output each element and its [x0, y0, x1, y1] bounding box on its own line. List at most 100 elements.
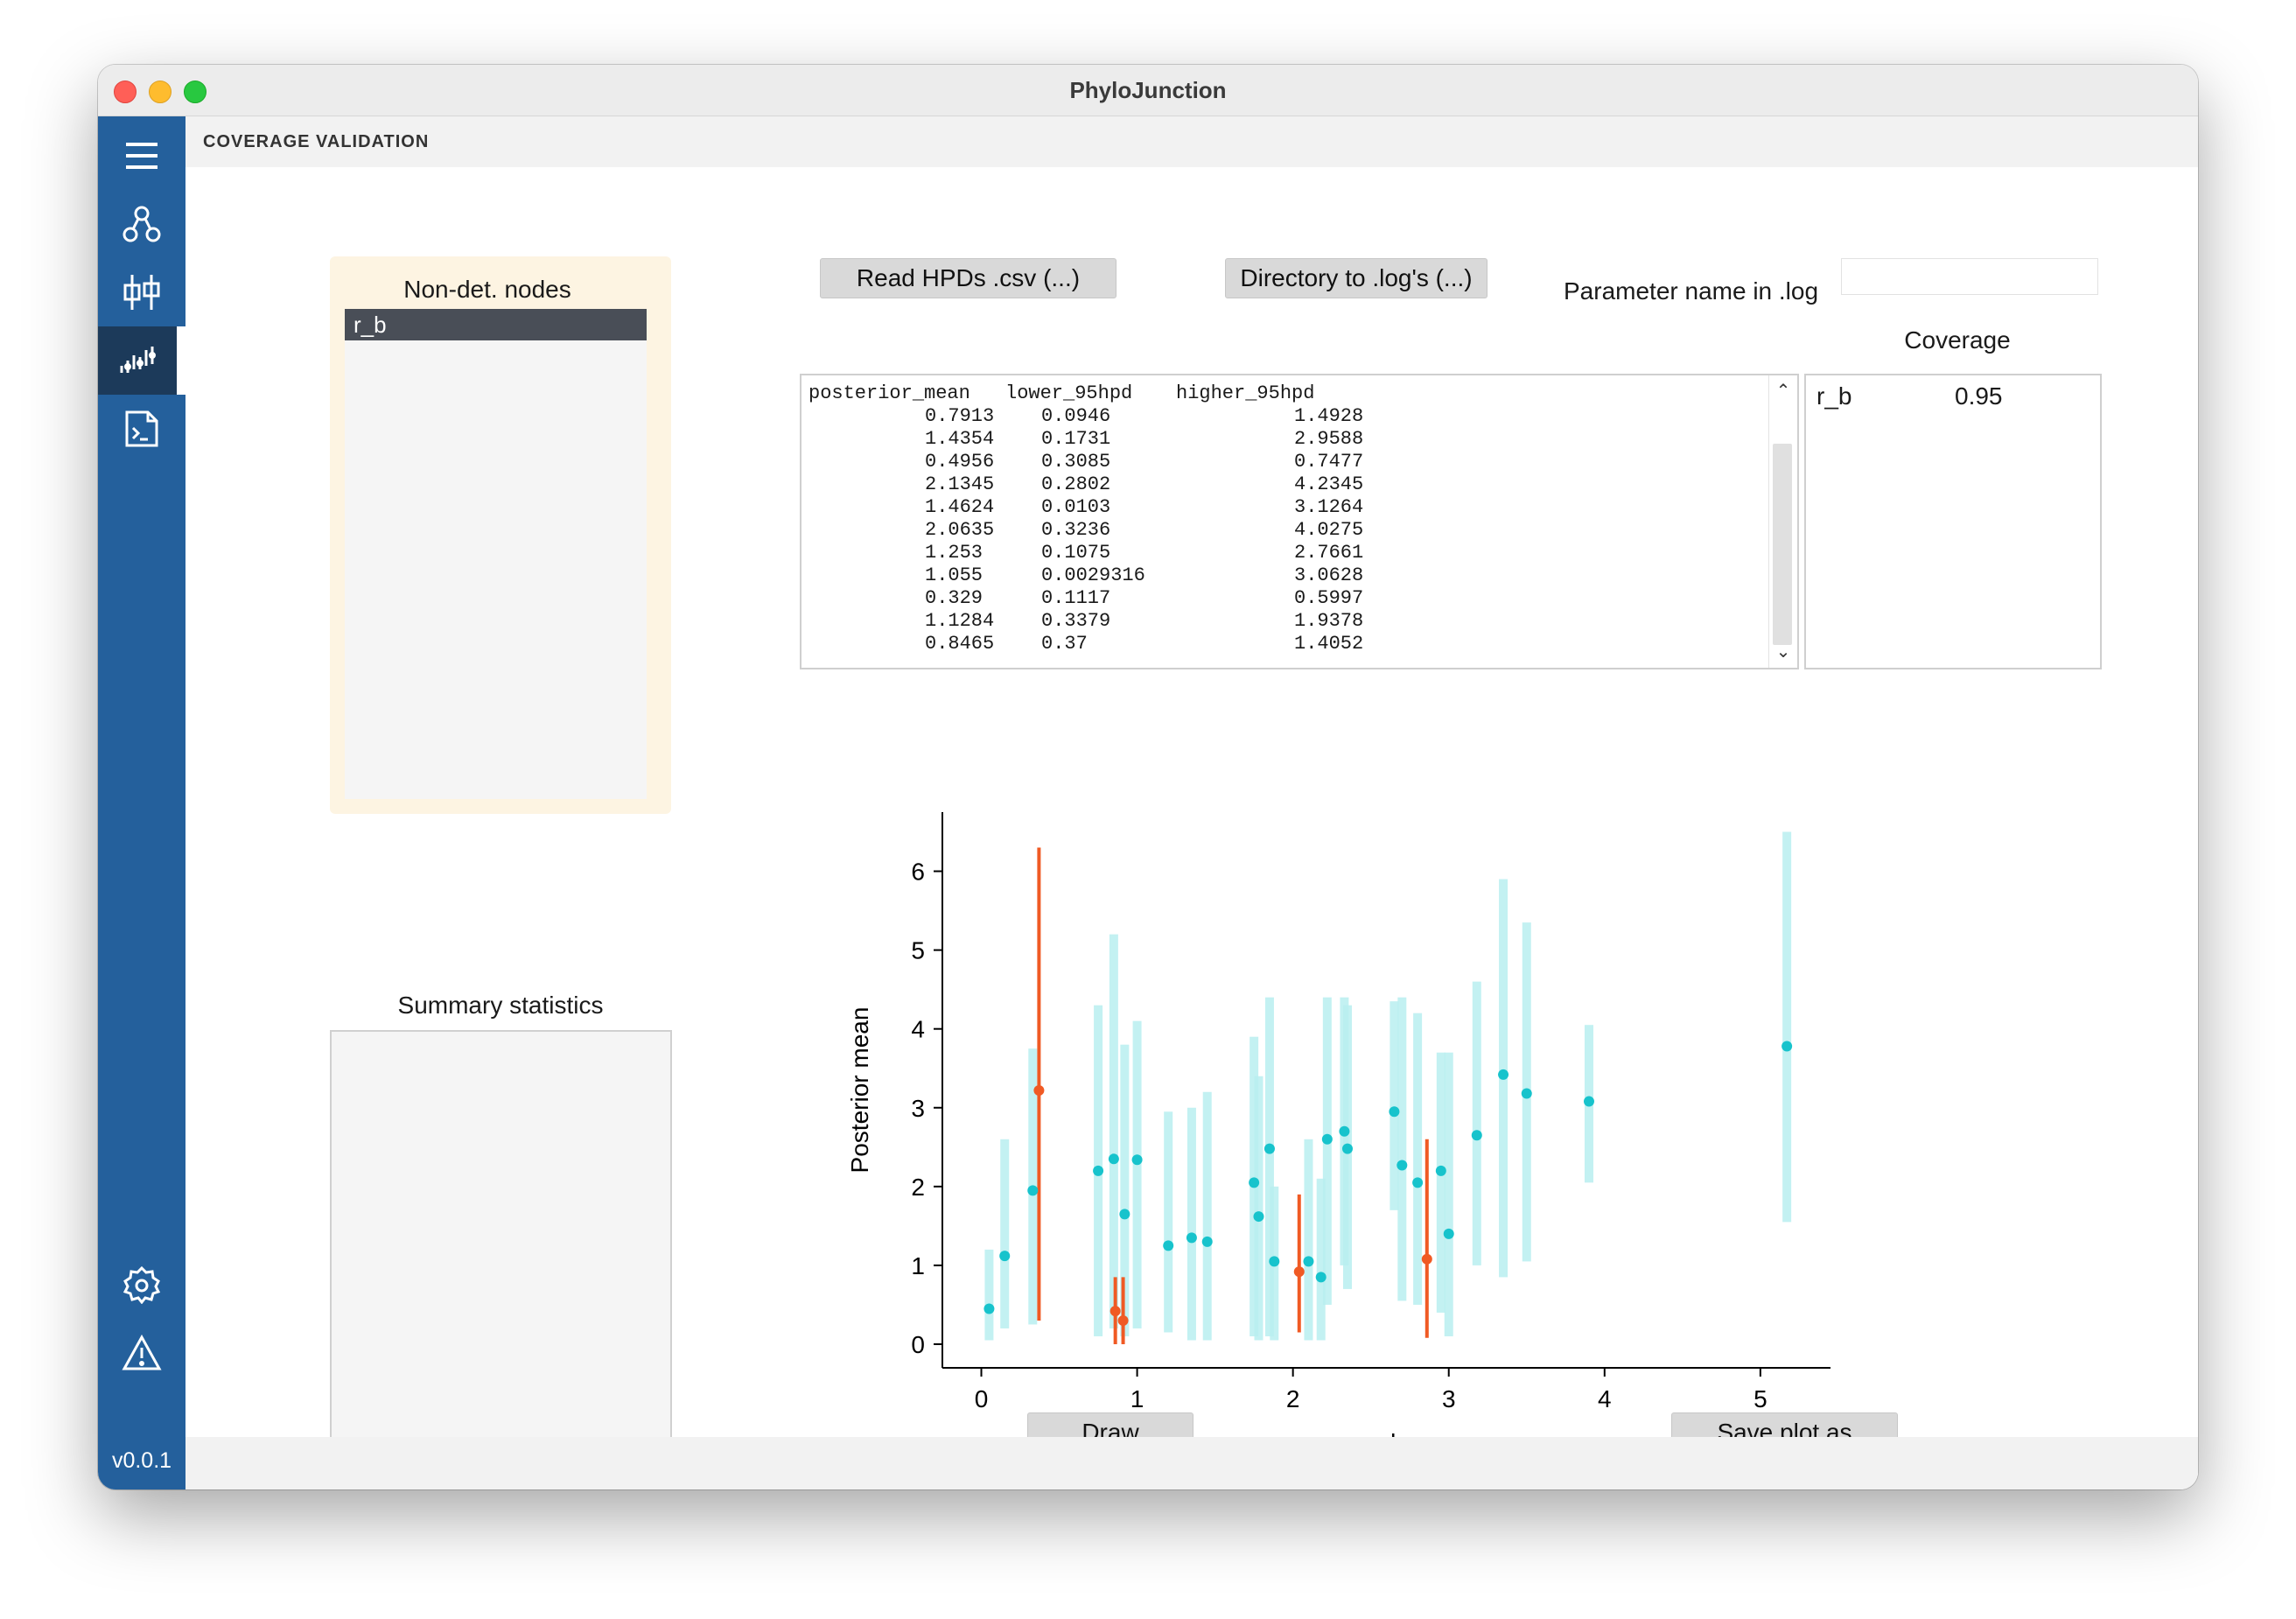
coverage-chart-icon[interactable] — [98, 326, 177, 395]
hpd-interval-bar — [1109, 934, 1118, 1328]
hpd-interval-bar — [1444, 1052, 1453, 1336]
app-window: PhyloJunction v0.0.1 COVERAGE VALIDATION — [98, 65, 2198, 1489]
table-cell: 4.2345 — [1294, 473, 1364, 495]
table-cell: 0.3236 — [1041, 519, 1111, 541]
table-cell: 0.0103 — [1041, 496, 1111, 518]
covered-point — [1583, 1096, 1594, 1107]
y-tick-label: 6 — [911, 859, 925, 886]
list-item-r_b[interactable]: r_b — [345, 309, 647, 340]
page-title: COVERAGE VALIDATION — [203, 132, 430, 151]
hpd-interval-bar — [1186, 1107, 1196, 1341]
window-title: PhyloJunction — [1069, 77, 1227, 103]
nodes-list[interactable]: r_b — [345, 309, 647, 799]
hpd-column-header: lower_95hpd — [1005, 382, 1133, 404]
covered-point — [1108, 1153, 1119, 1165]
hpd-interval-bar — [1132, 1020, 1142, 1328]
covered-point — [1435, 1165, 1446, 1176]
uncovered-point — [1110, 1306, 1121, 1317]
covered-point — [1201, 1236, 1213, 1247]
uncovered-point — [1033, 1084, 1045, 1096]
menu-icon[interactable] — [98, 122, 186, 190]
x-tick-label: 5 — [1754, 1385, 1768, 1412]
table-cell: 1.9378 — [1294, 610, 1364, 632]
coverage-box: r_b 0.95 — [1804, 374, 2102, 669]
covered-point — [1521, 1088, 1532, 1099]
y-tick-label: 4 — [911, 1016, 925, 1043]
minimize-window-button[interactable] — [149, 81, 172, 103]
compare-icon[interactable] — [98, 258, 186, 326]
table-cell: 1.4928 — [1294, 405, 1364, 427]
coverage-param-name: r_b — [1816, 382, 1852, 410]
table-cell: 3.0628 — [1294, 564, 1364, 586]
hpd-interval-bar — [1254, 1076, 1264, 1341]
hpd-interval-bar — [1000, 1139, 1010, 1328]
scroll-up-icon[interactable]: ⌃ — [1775, 382, 1791, 401]
table-cell: 0.8465 — [925, 633, 995, 655]
covered-point — [1131, 1154, 1143, 1166]
network-icon[interactable] — [98, 190, 186, 258]
hpd-interval-bar — [984, 1249, 994, 1341]
y-tick-label: 2 — [911, 1174, 925, 1201]
y-tick-label: 5 — [911, 937, 925, 964]
table-cell: 0.1075 — [1041, 542, 1111, 564]
table-cell: 3.1264 — [1294, 496, 1364, 518]
covered-point — [1315, 1272, 1326, 1283]
covered-point — [984, 1303, 995, 1314]
hpd-interval-bar — [1436, 1052, 1446, 1313]
covered-point — [1321, 1133, 1333, 1145]
hpd-interval-bar — [1782, 831, 1792, 1223]
table-cell: 0.4956 — [925, 451, 995, 473]
close-window-button[interactable] — [114, 81, 136, 103]
summary-statistics-box — [330, 1030, 672, 1467]
table-cell: 0.0946 — [1041, 405, 1111, 427]
script-file-icon[interactable] — [98, 395, 186, 463]
page-header: COVERAGE VALIDATION — [186, 116, 2198, 167]
scroll-down-icon[interactable]: ⌄ — [1775, 642, 1791, 662]
hpd-interval-bar — [1316, 1178, 1326, 1341]
covered-point — [1253, 1211, 1264, 1223]
version-label: v0.0.1 — [111, 1448, 172, 1473]
covered-point — [1269, 1256, 1280, 1267]
coverage-scatter-plot: 0123456012345r_bPosterior mean — [846, 812, 1830, 1451]
parameter-name-input[interactable] — [1841, 258, 2098, 295]
parameter-name-label: Parameter name in .log — [1564, 277, 1819, 305]
directory-logs-button[interactable]: Directory to .log's (...) — [1225, 258, 1488, 298]
covered-point — [1119, 1209, 1130, 1220]
warning-icon[interactable] — [98, 1319, 186, 1387]
table-cell: 2.7661 — [1294, 542, 1364, 564]
table-cell: 1.055 — [925, 564, 984, 586]
hpd-column-header: higher_95hpd — [1176, 382, 1315, 404]
table-cell: 2.0635 — [925, 519, 995, 541]
maximize-window-button[interactable] — [184, 81, 206, 103]
scroll-thumb[interactable] — [1773, 444, 1792, 645]
list-item-label: r_b — [354, 312, 387, 338]
x-tick-label: 0 — [975, 1385, 989, 1412]
hpd-column-header: posterior_mean — [808, 382, 970, 404]
hpd-interval-bar — [1413, 1013, 1423, 1305]
covered-point — [1249, 1177, 1260, 1188]
hpd-interval-bar — [1164, 1111, 1173, 1333]
hpd-interval-bar — [1322, 997, 1332, 1305]
hpd-interval-bar — [1120, 1044, 1130, 1336]
table-cell: 4.0275 — [1294, 519, 1364, 541]
coverage-value: 0.95 — [1955, 382, 2003, 410]
covered-point — [1782, 1041, 1793, 1052]
covered-point — [1341, 1143, 1353, 1154]
hpd-interval-bar — [1304, 1139, 1313, 1341]
covered-point — [1163, 1240, 1174, 1251]
x-tick-label: 2 — [1286, 1385, 1300, 1412]
covered-point — [1303, 1256, 1314, 1267]
x-tick-label: 4 — [1598, 1385, 1612, 1412]
hpd-table[interactable]: posterior_mean lower_95hpd higher_95hpd 0.7… — [800, 374, 1799, 669]
covered-point — [1264, 1143, 1275, 1154]
table-cell: 1.253 — [925, 542, 984, 564]
settings-gear-icon[interactable] — [98, 1251, 186, 1319]
table-cell: 1.1284 — [925, 610, 995, 632]
covered-point — [1027, 1185, 1039, 1196]
y-axis-label: Posterior mean — [846, 1007, 873, 1174]
x-tick-label: 1 — [1130, 1385, 1144, 1412]
hpd-scrollbar[interactable]: ⌃ ⌄ — [1768, 375, 1797, 668]
covered-point — [1389, 1106, 1400, 1118]
read-hpds-button[interactable]: Read HPDs .csv (...) — [820, 258, 1116, 298]
hpd-interval-bar — [1264, 997, 1274, 1336]
